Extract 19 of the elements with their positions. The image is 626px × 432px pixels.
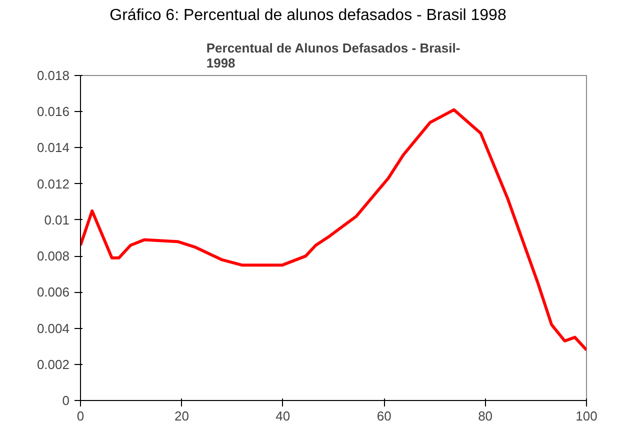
x-tick-label: 0 <box>76 408 84 424</box>
y-tick-label: 0.012 <box>36 176 70 192</box>
text: Gráfico 6: Percentual de alunos defasados - Brasil 1998 <box>110 6 506 26</box>
y-tick-label: 0.01 <box>44 212 70 228</box>
line-series <box>80 108 586 352</box>
y-tick-label: 0.002 <box>36 356 70 372</box>
y-tick-label: 0.016 <box>36 104 70 119</box>
x-tick-label: 60 <box>376 408 392 424</box>
chart-title: Percentual de Alunos Defasados - Brasil- 1998 <box>206 40 460 70</box>
y-tick-label: 0.004 <box>36 320 70 336</box>
y-tick-label: 0.014 <box>36 140 70 156</box>
x-tick-label: 20 <box>174 408 189 424</box>
x-tick-label: 40 <box>276 408 290 424</box>
y-tick-label: 0.008 <box>36 248 70 264</box>
x-tick-label: 80 <box>478 408 493 424</box>
y-tick-label: 0.018 <box>36 68 70 83</box>
x-tick-label: 100 <box>576 408 598 424</box>
y-tick-label: 0.006 <box>36 284 70 300</box>
y-tick-label: 0 <box>62 392 70 408</box>
